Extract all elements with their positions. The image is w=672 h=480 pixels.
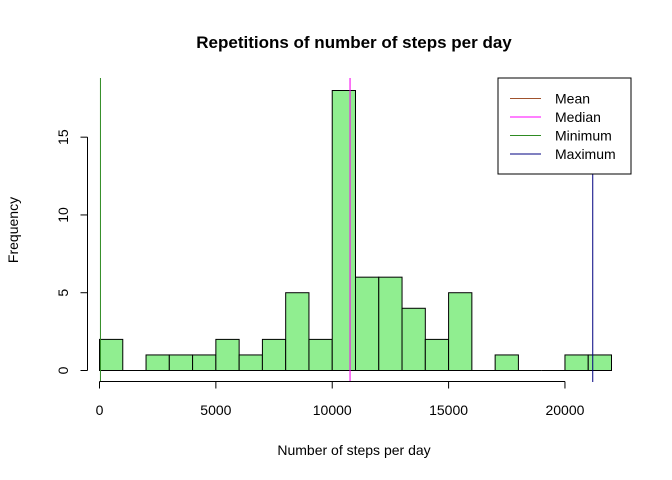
histogram-bar [448,292,473,372]
y-axis-label: Frequency [5,197,21,263]
x-axis: 0 5000 10000 15000 20000 [96,381,585,418]
histogram-bar [238,354,263,372]
y-axis: 0 5 10 15 [55,129,88,374]
histogram-bar [355,276,380,371]
legend-box [497,77,632,175]
y-tick-label: 5 [55,289,71,297]
legend-label: Minimum [555,128,612,144]
y-tick-label: 0 [55,366,71,374]
x-tick-label: 0 [96,402,104,418]
histogram-bar [168,354,194,372]
y-tick-label: 15 [55,129,71,145]
histogram-bar [192,354,217,372]
x-tick-label: 5000 [200,402,231,418]
histogram-bar [308,338,333,371]
legend-label: Median [555,109,601,125]
legend-label: Mean [555,91,590,107]
legend: Mean Median Minimum Maximum [497,77,632,175]
histogram-bar [494,354,519,372]
x-tick-label: 20000 [545,402,584,418]
histogram-bar [564,354,589,372]
histogram-bar [145,354,170,372]
histogram-bar [285,292,310,372]
x-tick-label: 15000 [429,402,468,418]
histogram-bar [215,338,240,371]
x-tick-label: 10000 [313,402,352,418]
x-axis-label: Number of steps per day [277,442,430,458]
legend-label: Maximum [555,146,616,162]
histogram-bar [424,338,450,371]
histogram-bar [587,354,613,372]
chart-title: Repetitions of number of steps per day [196,33,512,52]
histogram-bar [378,276,403,371]
histogram-bar [331,90,356,371]
histogram-bar [261,338,287,371]
y-tick-label: 10 [55,207,71,223]
histogram-bar [401,307,426,371]
histogram-bar [99,338,124,371]
